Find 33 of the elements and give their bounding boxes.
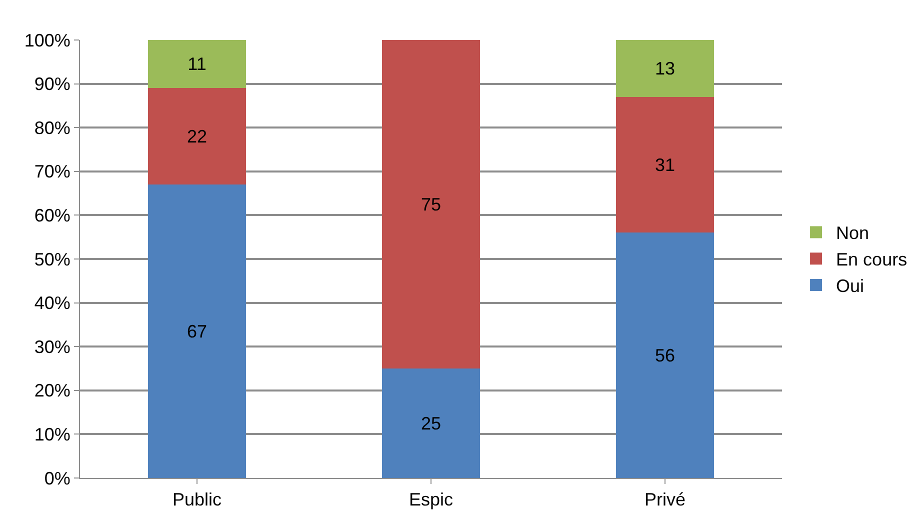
y-tick-label: 70% <box>34 162 70 182</box>
bar <box>148 88 246 185</box>
y-tick-label: 100% <box>24 30 70 50</box>
bar <box>616 96 714 233</box>
data-label: 75 <box>420 194 442 214</box>
data-label: 11 <box>188 54 206 74</box>
legend-label: Non <box>836 223 870 244</box>
y-tick-label: 20% <box>34 380 70 401</box>
y-tick-label: 10% <box>34 424 70 444</box>
bar <box>382 40 480 368</box>
data-label: 56 <box>654 345 676 366</box>
bar <box>382 368 480 478</box>
x-tick-label: Public <box>172 490 222 510</box>
data-label: 22 <box>186 126 208 146</box>
y-tick-label: 80% <box>34 118 70 138</box>
y-tick-label: 30% <box>34 336 70 357</box>
legend-label: En cours <box>836 250 908 270</box>
x-tick-label: Privé <box>644 490 686 510</box>
data-label: 25 <box>420 413 442 434</box>
y-tick-label: 60% <box>34 206 70 226</box>
data-label: 31 <box>654 154 676 175</box>
bar <box>148 184 246 478</box>
bar <box>148 40 246 88</box>
y-tick-label: 0% <box>44 468 70 488</box>
legend-label: Oui <box>836 276 864 296</box>
y-tick-label: 50% <box>34 249 70 270</box>
data-label: 13 <box>654 58 676 78</box>
data-label: 67 <box>186 321 208 342</box>
bar <box>616 232 714 478</box>
y-tick-label: 40% <box>34 293 70 314</box>
x-tick-label: Espic <box>408 490 454 510</box>
y-tick-label: 90% <box>34 74 70 94</box>
bar <box>616 40 714 97</box>
